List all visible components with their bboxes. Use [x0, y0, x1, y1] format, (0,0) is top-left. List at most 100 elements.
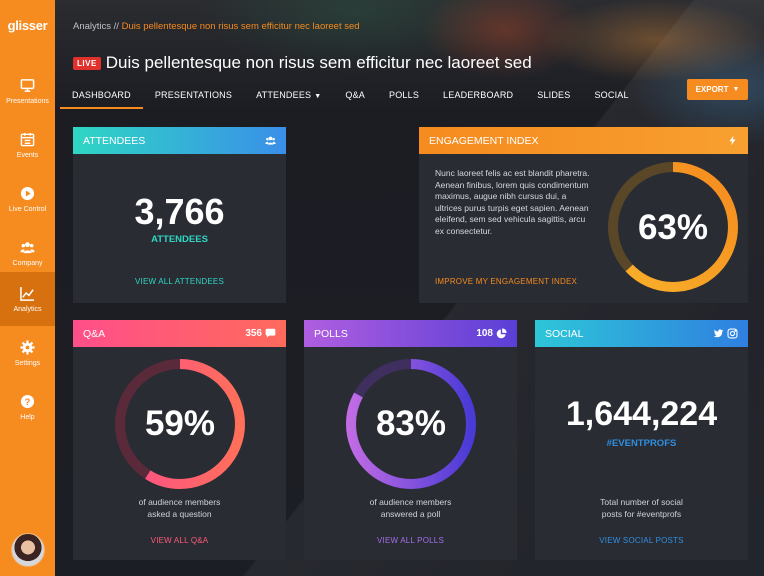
- improve-engagement-link[interactable]: IMPROVE MY ENGAGEMENT INDEX: [435, 277, 578, 286]
- social-hashtag: #EVENTPROFS: [606, 438, 677, 449]
- engagement-card: ENGAGEMENT INDEX Nunc laoreet felis ac e…: [419, 127, 748, 303]
- title-row: LIVE Duis pellentesque non risus sem eff…: [73, 53, 532, 73]
- sidebar-item-help[interactable]: ? Help: [0, 380, 55, 434]
- chevron-down-icon: ▼: [314, 93, 322, 100]
- user-avatar[interactable]: [11, 533, 45, 567]
- tab-label: PRESENTATIONS: [154, 90, 233, 100]
- tab-label: SLIDES: [537, 90, 571, 100]
- chevron-down-icon: ▼: [732, 86, 740, 93]
- tab-slides[interactable]: SLIDES: [525, 83, 582, 109]
- export-button[interactable]: EXPORT ▼: [687, 79, 748, 100]
- monitor-icon: [20, 78, 35, 92]
- sidebar-item-settings[interactable]: Settings: [0, 326, 55, 380]
- sidebar-item-company[interactable]: Company: [0, 226, 55, 280]
- sidebar-item-presentations[interactable]: Presentations: [0, 64, 55, 118]
- attendees-card: ATTENDEES 3,766 ATTENDEES VIEW ALL ATTEN…: [73, 127, 286, 303]
- app-logo[interactable]: glisser: [7, 18, 48, 33]
- tab-polls[interactable]: POLLS: [377, 83, 431, 109]
- qa-description-line2: asked a question: [147, 509, 212, 519]
- view-all-qa-link[interactable]: VIEW ALL Q&A: [150, 536, 209, 545]
- sidebar-item-label: Events: [16, 151, 39, 159]
- sidebar-item-label: Analytics: [13, 305, 42, 313]
- tab-label: DASHBOARD: [72, 90, 131, 100]
- social-card-header: SOCIAL: [535, 320, 748, 347]
- gear-icon: [20, 339, 35, 355]
- export-label: EXPORT: [695, 85, 729, 94]
- sidebar-item-events[interactable]: Events: [0, 118, 55, 172]
- attendees-card-header: ATTENDEES: [73, 127, 286, 154]
- instagram-icon: [727, 328, 738, 339]
- qa-card-header: Q&A 356: [73, 320, 286, 347]
- polls-percent: 83%: [375, 404, 447, 443]
- engagement-percent: 63%: [637, 208, 709, 247]
- social-card: SOCIAL 1,644,224 #EVENTPROFS Total numbe…: [535, 320, 748, 560]
- engagement-description: Nunc laoreet felis ac est blandit pharet…: [435, 168, 590, 236]
- attendees-count: 3,766: [134, 191, 225, 232]
- polls-ring: [346, 359, 476, 489]
- tab-label: POLLS: [389, 90, 420, 100]
- qa-card-title: Q&A: [83, 327, 106, 340]
- breadcrumb-root[interactable]: Analytics: [73, 21, 112, 32]
- polls-ring-progress: [346, 359, 476, 489]
- view-all-attendees-link[interactable]: VIEW ALL ATTENDEES: [135, 277, 224, 286]
- chart-icon: [20, 286, 35, 301]
- tab-bar: DASHBOARD PRESENTATIONS ATTENDEES ▼ Q&A P…: [60, 83, 641, 109]
- qa-ring: [115, 359, 245, 489]
- tab-presentations[interactable]: PRESENTATIONS: [143, 83, 244, 109]
- sidebar-item-label: Settings: [14, 359, 41, 367]
- sidebar-item-label: Presentations: [6, 97, 49, 105]
- breadcrumb: Analytics // Duis pellentesque non risus…: [73, 21, 360, 32]
- engagement-ring-progress: [608, 162, 738, 292]
- qa-description-line1: of audience members: [138, 497, 221, 507]
- tab-dashboard[interactable]: DASHBOARD: [60, 83, 143, 109]
- polls-card-title: POLLS: [314, 327, 348, 340]
- social-post-count: 1,644,224: [565, 395, 718, 433]
- sidebar-item-label: Live Control: [8, 205, 47, 213]
- tab-qa[interactable]: Q&A: [333, 83, 377, 109]
- qa-ring-progress: [115, 359, 245, 489]
- attendees-card-title: ATTENDEES: [83, 134, 146, 147]
- social-description-line1: Total number of social: [600, 497, 683, 507]
- social-description-line2: posts for #eventprofs: [601, 509, 682, 519]
- polls-card: POLLS 108 83% of audience members answer…: [304, 320, 517, 560]
- help-icon: ?: [20, 394, 35, 408]
- chat-icon: [265, 328, 276, 338]
- calendar-icon: [20, 132, 35, 146]
- engagement-ring: [608, 162, 738, 292]
- tab-social[interactable]: SOCIAL: [582, 83, 640, 109]
- bolt-icon: [729, 135, 736, 146]
- qa-percent: 59%: [144, 404, 216, 443]
- sidebar-item-label: Help: [20, 413, 35, 421]
- view-social-posts-link[interactable]: VIEW SOCIAL POSTS: [599, 536, 684, 545]
- tab-label: Q&A: [345, 90, 365, 100]
- polls-description-line2: answered a poll: [380, 509, 441, 519]
- engagement-card-title: ENGAGEMENT INDEX: [429, 134, 539, 147]
- tab-label: LEADERBOARD: [443, 90, 514, 100]
- play-icon: [20, 186, 35, 200]
- twitter-icon: [713, 329, 724, 338]
- live-badge: LIVE: [73, 56, 101, 70]
- breadcrumb-current: Duis pellentesque non risus sem efficitu…: [121, 21, 360, 32]
- qa-description: of audience members asked a question: [73, 496, 286, 520]
- svg-text:?: ?: [25, 397, 31, 407]
- polls-card-header: POLLS 108: [304, 320, 517, 347]
- engagement-card-header: ENGAGEMENT INDEX: [419, 127, 748, 154]
- pie-icon: [496, 328, 507, 339]
- qa-count: 356: [245, 328, 262, 339]
- sidebar: glisser Presentations Events Live Contro…: [0, 0, 55, 576]
- social-card-title: SOCIAL: [545, 327, 584, 340]
- sidebar-item-analytics[interactable]: Analytics: [0, 272, 55, 326]
- tab-label: SOCIAL: [594, 90, 629, 100]
- polls-description-line1: of audience members: [369, 497, 452, 507]
- users-icon: [20, 241, 35, 253]
- users-icon: [265, 136, 276, 145]
- breadcrumb-separator: //: [111, 21, 122, 32]
- tab-leaderboard[interactable]: LEADERBOARD: [431, 83, 525, 109]
- tab-attendees[interactable]: ATTENDEES ▼: [244, 83, 333, 109]
- sidebar-item-label: Company: [12, 259, 43, 267]
- sidebar-item-live-control[interactable]: Live Control: [0, 172, 55, 226]
- attendees-label: ATTENDEES: [151, 234, 208, 245]
- tab-label: ATTENDEES: [256, 90, 312, 100]
- view-all-polls-link[interactable]: VIEW ALL POLLS: [377, 536, 444, 545]
- social-description: Total number of social posts for #eventp…: [535, 496, 748, 520]
